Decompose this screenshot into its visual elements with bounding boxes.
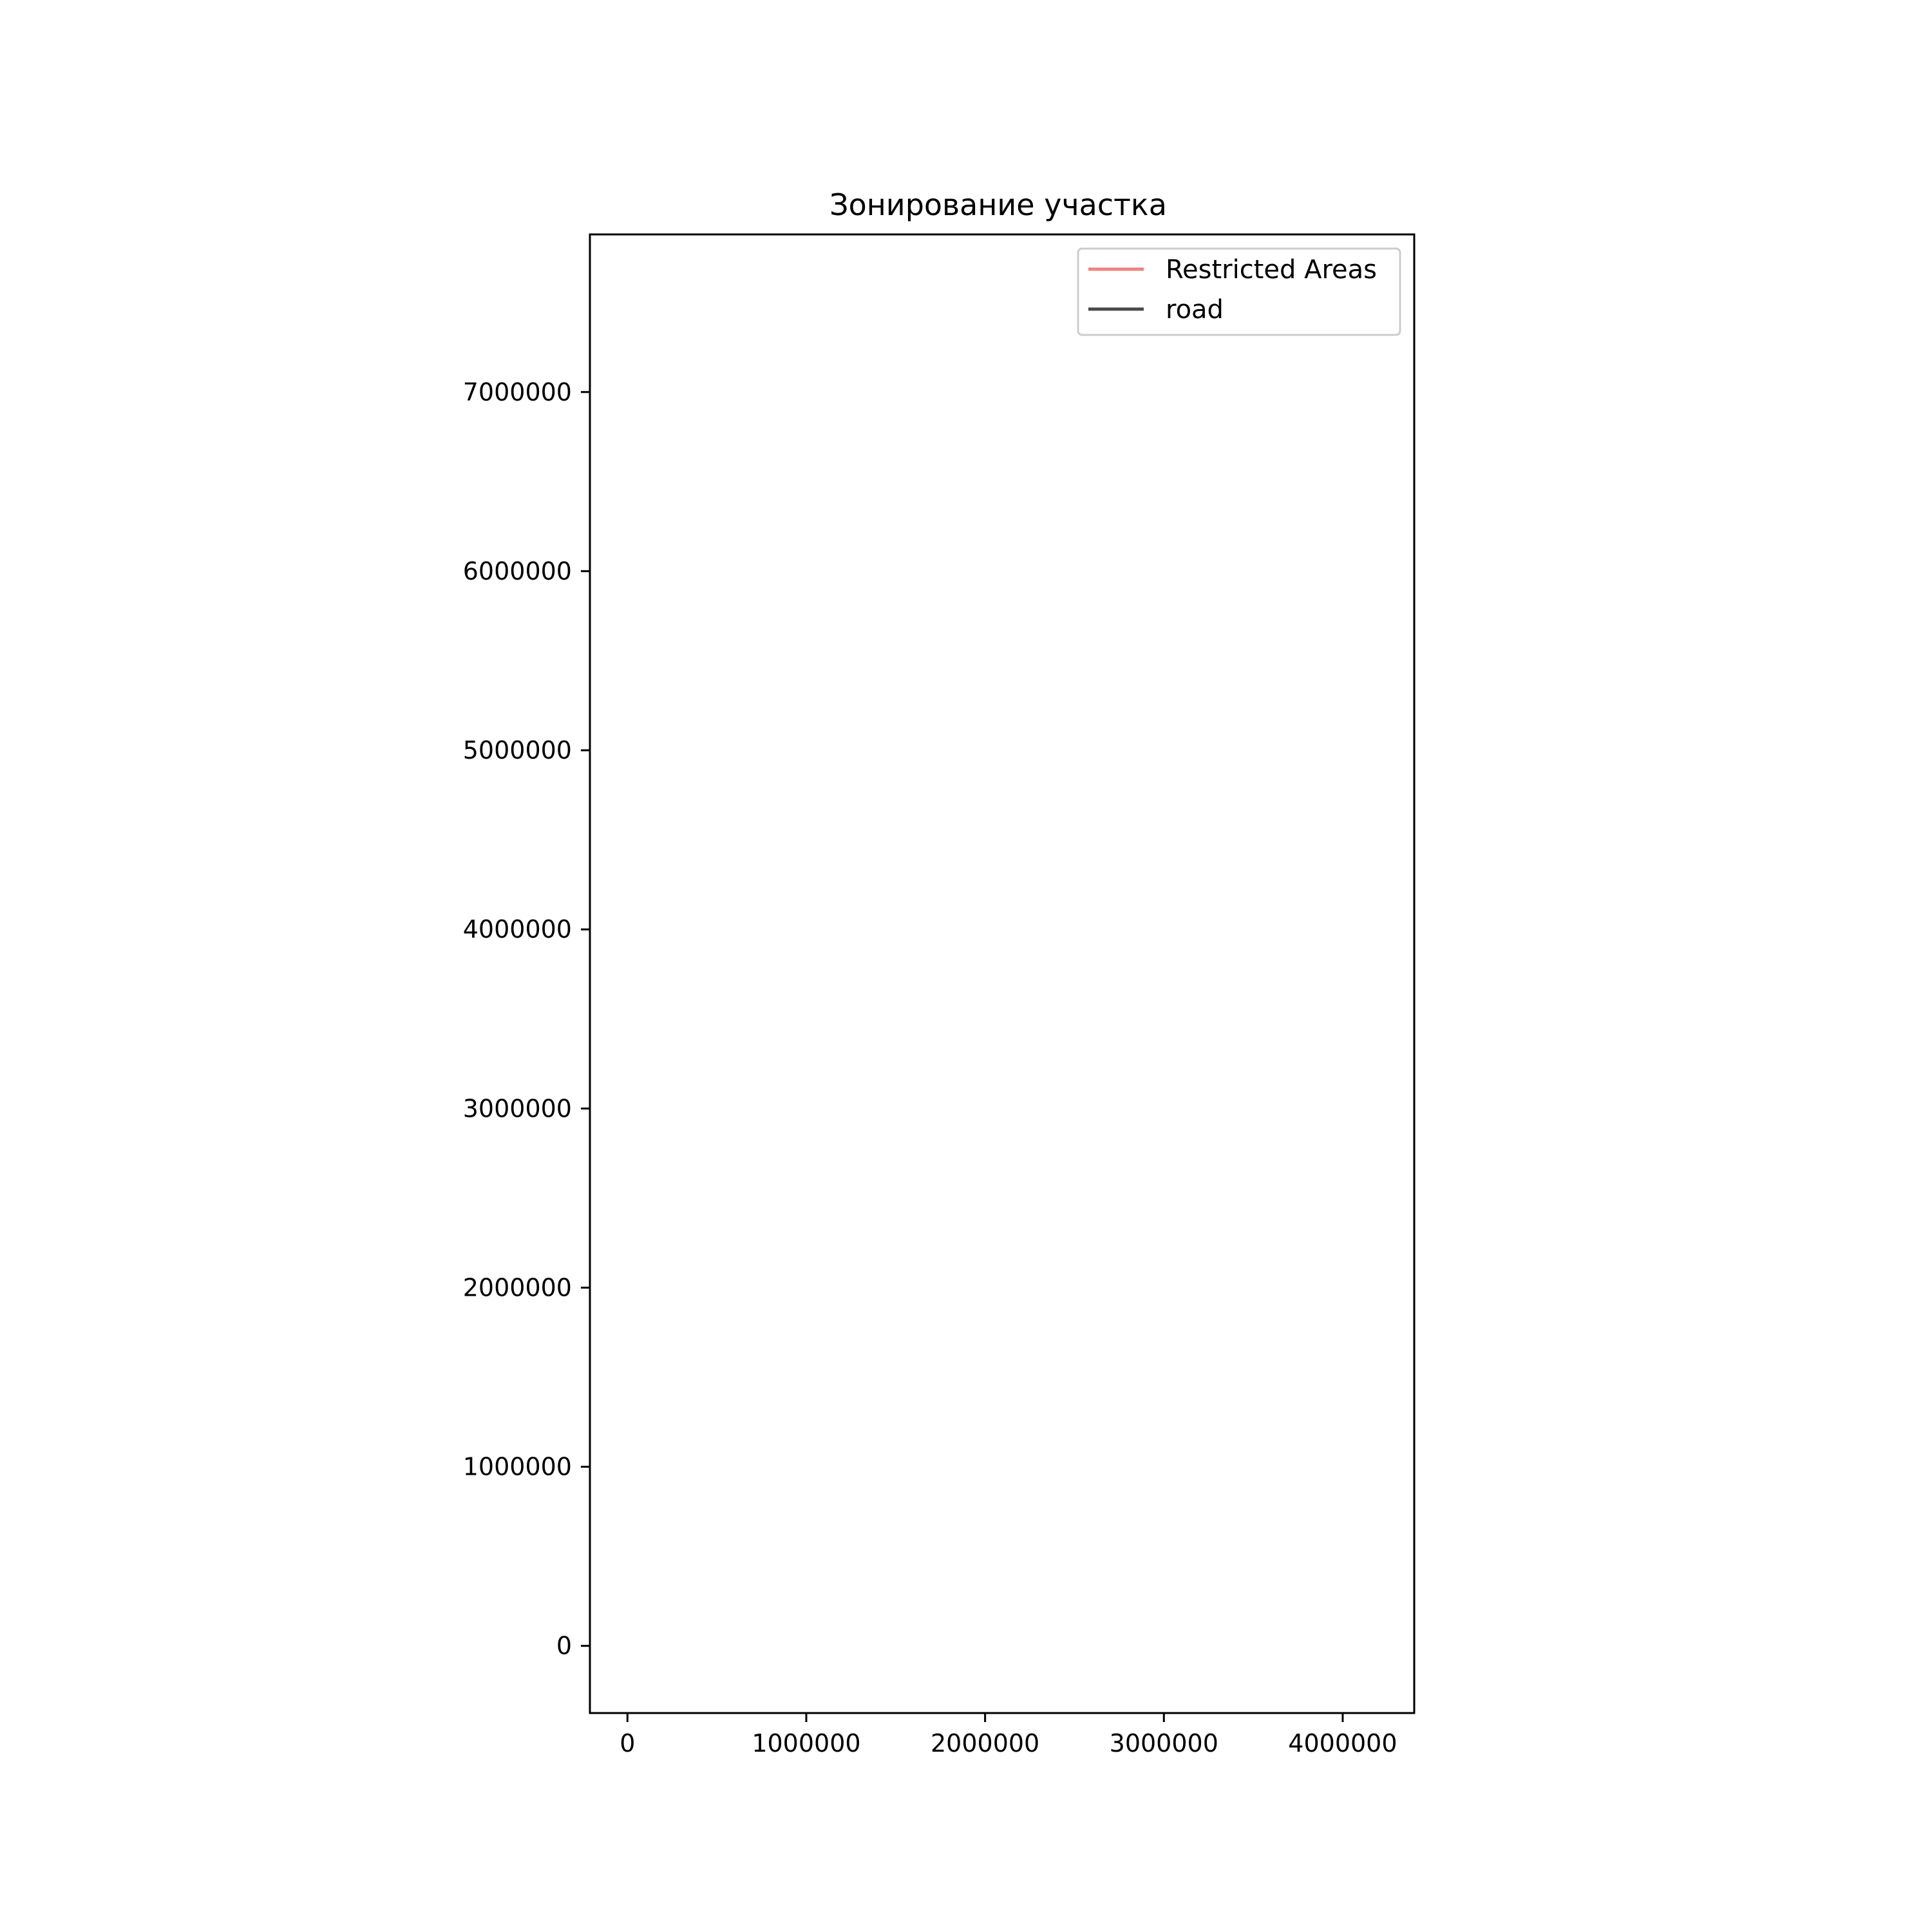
y-tick-label: 7000000 (463, 378, 572, 406)
x-tick-label: 2000000 (931, 1729, 1039, 1757)
x-tick-label: 1000000 (752, 1729, 860, 1757)
legend: Restricted Areas road (1077, 247, 1401, 336)
y-tick-label: 5000000 (463, 736, 572, 764)
x-tick-label: 3000000 (1110, 1729, 1218, 1757)
y-tick-label: 2000000 (463, 1273, 572, 1302)
legend-label-road: road (1166, 295, 1224, 325)
legend-label-restricted-areas: Restricted Areas (1166, 255, 1377, 285)
x-tick-label: 0 (620, 1729, 635, 1757)
y-tick-label: 6000000 (463, 557, 572, 585)
y-tick-label: 3000000 (463, 1094, 572, 1122)
chart-title: Зонирование участка (829, 187, 1167, 222)
y-axis: 0 1000000 2000000 3000000 4000000 5000000 6000… (463, 378, 590, 1660)
legend-frame (1077, 247, 1401, 336)
y-tick-label: 1000000 (463, 1453, 572, 1481)
x-tick-label: 4000000 (1288, 1729, 1397, 1757)
x-axis: 0 1000000 2000000 3000000 4000000 (620, 1713, 1397, 1757)
y-tick-label: 0 (556, 1632, 572, 1660)
plot-area-frame (589, 233, 1416, 1714)
y-tick-label: 4000000 (463, 915, 572, 943)
